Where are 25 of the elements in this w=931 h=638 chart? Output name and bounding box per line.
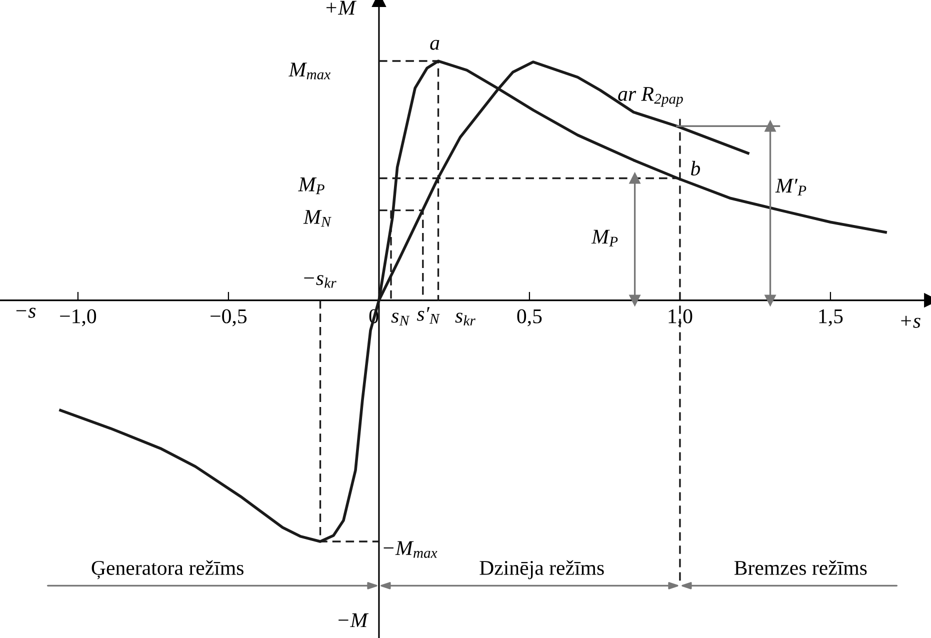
text: Ģeneratora režīms <box>92 560 244 580</box>
annotation: M′$_{P}$ <box>775 178 806 196</box>
annotation: M$_{P}$ <box>591 230 618 246</box>
annotation: s$_{N}$ <box>391 312 410 326</box>
annotation: b <box>691 160 700 176</box>
text: −M <box>338 613 369 628</box>
x-tick-label: 1,0 <box>668 309 692 326</box>
text: a <box>430 40 440 50</box>
y-axis-title: +M <box>326 0 356 15</box>
annotation: −M$_{max}$ <box>384 541 438 558</box>
x-tick-label: −1,0 <box>60 309 96 326</box>
text: Bremzes režīms <box>734 560 867 575</box>
x-axis-title: +s <box>901 316 920 328</box>
annotation: ar R$_{2pap}$ <box>618 87 683 107</box>
annotation: M$_{max}$ <box>288 62 330 80</box>
text: Dzinēja režīms <box>480 560 604 580</box>
annotation: s′$_{N}$ <box>416 307 440 324</box>
annotation: −s <box>16 308 36 318</box>
annotation: s$_{kr}$ <box>455 312 476 326</box>
annotation: −s$_{kr}$ <box>304 275 336 288</box>
annotation: M$_{N}$ <box>303 210 332 227</box>
x-tick-label: −0,5 <box>210 309 247 326</box>
x-tick-label: 1,5 <box>819 309 843 326</box>
annotation: M$_{P}$ <box>298 178 324 194</box>
x-tick-label: 0,5 <box>517 309 542 326</box>
